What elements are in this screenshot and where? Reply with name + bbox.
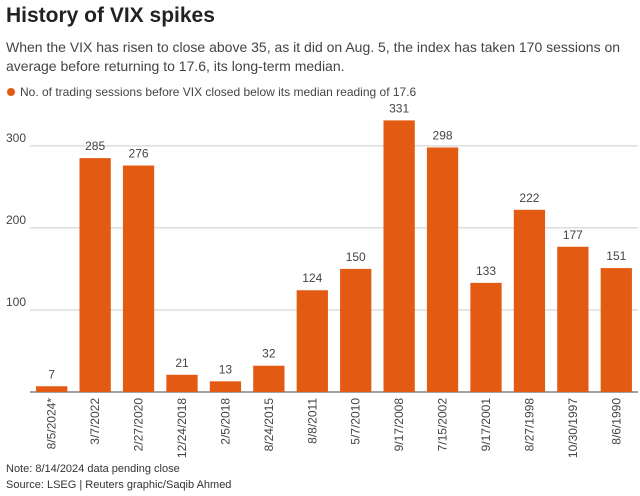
x-tick-label: 8/27/1998 (522, 398, 536, 452)
x-tick-label: 8/6/1990 (609, 398, 623, 445)
legend-swatch (7, 88, 15, 96)
legend-label: No. of trading sessions before VIX close… (20, 85, 417, 99)
bar (296, 290, 328, 392)
value-label: 32 (262, 347, 276, 361)
x-tick-label: 8/24/2015 (262, 398, 276, 452)
x-tick-label: 12/24/2018 (175, 398, 189, 458)
value-label: 298 (433, 128, 453, 142)
y-tick-label: 300 (6, 131, 26, 145)
source: Source: LSEG | Reuters graphic/Saqib Ahm… (6, 479, 231, 491)
bar (513, 209, 546, 392)
note: Note: 8/14/2024 data pending close (6, 463, 180, 475)
x-tick-label: 3/7/2022 (88, 398, 102, 445)
bar (383, 120, 415, 393)
bar (253, 365, 285, 392)
y-tick-label: 200 (6, 213, 26, 227)
value-label: 222 (519, 191, 539, 205)
chart-title: History of VIX spikes (6, 4, 215, 27)
bar (36, 386, 68, 392)
y-tick-label: 100 (6, 295, 26, 309)
x-tick-label: 9/17/2001 (479, 398, 493, 452)
value-label: 124 (302, 271, 322, 285)
x-tick-label: 2/5/2018 (218, 398, 232, 445)
x-tick-label: 9/17/2008 (392, 398, 406, 452)
value-label: 276 (129, 147, 149, 161)
bar (470, 282, 502, 392)
bar (209, 381, 242, 392)
chart-subtitle: When the VIX has risen to close above 35… (6, 39, 621, 74)
x-tick-label: 10/30/1997 (566, 398, 580, 458)
value-label: 331 (389, 101, 409, 115)
value-label: 133 (476, 264, 496, 278)
value-label: 150 (346, 250, 366, 264)
x-tick-label: 8/8/2011 (305, 398, 319, 444)
x-tick-label: 5/7/2010 (349, 398, 363, 445)
value-label: 13 (219, 362, 233, 376)
value-label: 151 (606, 249, 626, 263)
bar (166, 374, 198, 392)
bar (79, 158, 111, 392)
bar (557, 246, 589, 392)
bar (426, 147, 459, 392)
value-label: 21 (175, 356, 189, 370)
value-label: 7 (48, 367, 55, 381)
value-label: 285 (85, 139, 105, 153)
bar (340, 268, 372, 392)
bar (122, 165, 155, 392)
x-tick-label: 8/5/2024* (45, 398, 59, 450)
bar (600, 268, 632, 392)
x-tick-label: 7/15/2002 (436, 398, 450, 452)
x-tick-label: 2/27/2020 (132, 398, 146, 452)
value-label: 177 (563, 228, 583, 242)
